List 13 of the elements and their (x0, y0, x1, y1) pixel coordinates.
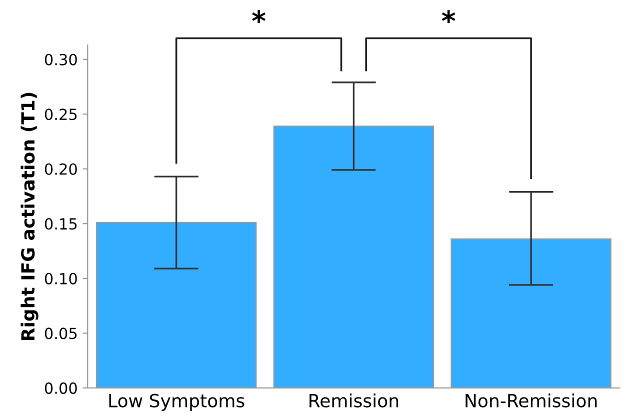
text: * (442, 10, 456, 24)
x-tick-label: Remission (310, 393, 398, 408)
y-tick-label: 0.10 (44, 272, 77, 284)
y-tick-label: 0.30 (44, 54, 77, 66)
y-tick-label: 0.20 (44, 163, 77, 175)
x-tick-label: Low Symptoms (109, 394, 244, 411)
y-axis-title: Right IFG activation (T1) (20, 92, 38, 340)
y-tick-label: 0.25 (44, 108, 77, 120)
x-tick-label: Non-Remission (466, 393, 597, 408)
y-tick-label: 0.15 (44, 218, 77, 230)
text: * (252, 10, 266, 24)
y-tick-label: 0.00 (44, 382, 77, 394)
y-tick-label: 0.05 (44, 328, 77, 340)
